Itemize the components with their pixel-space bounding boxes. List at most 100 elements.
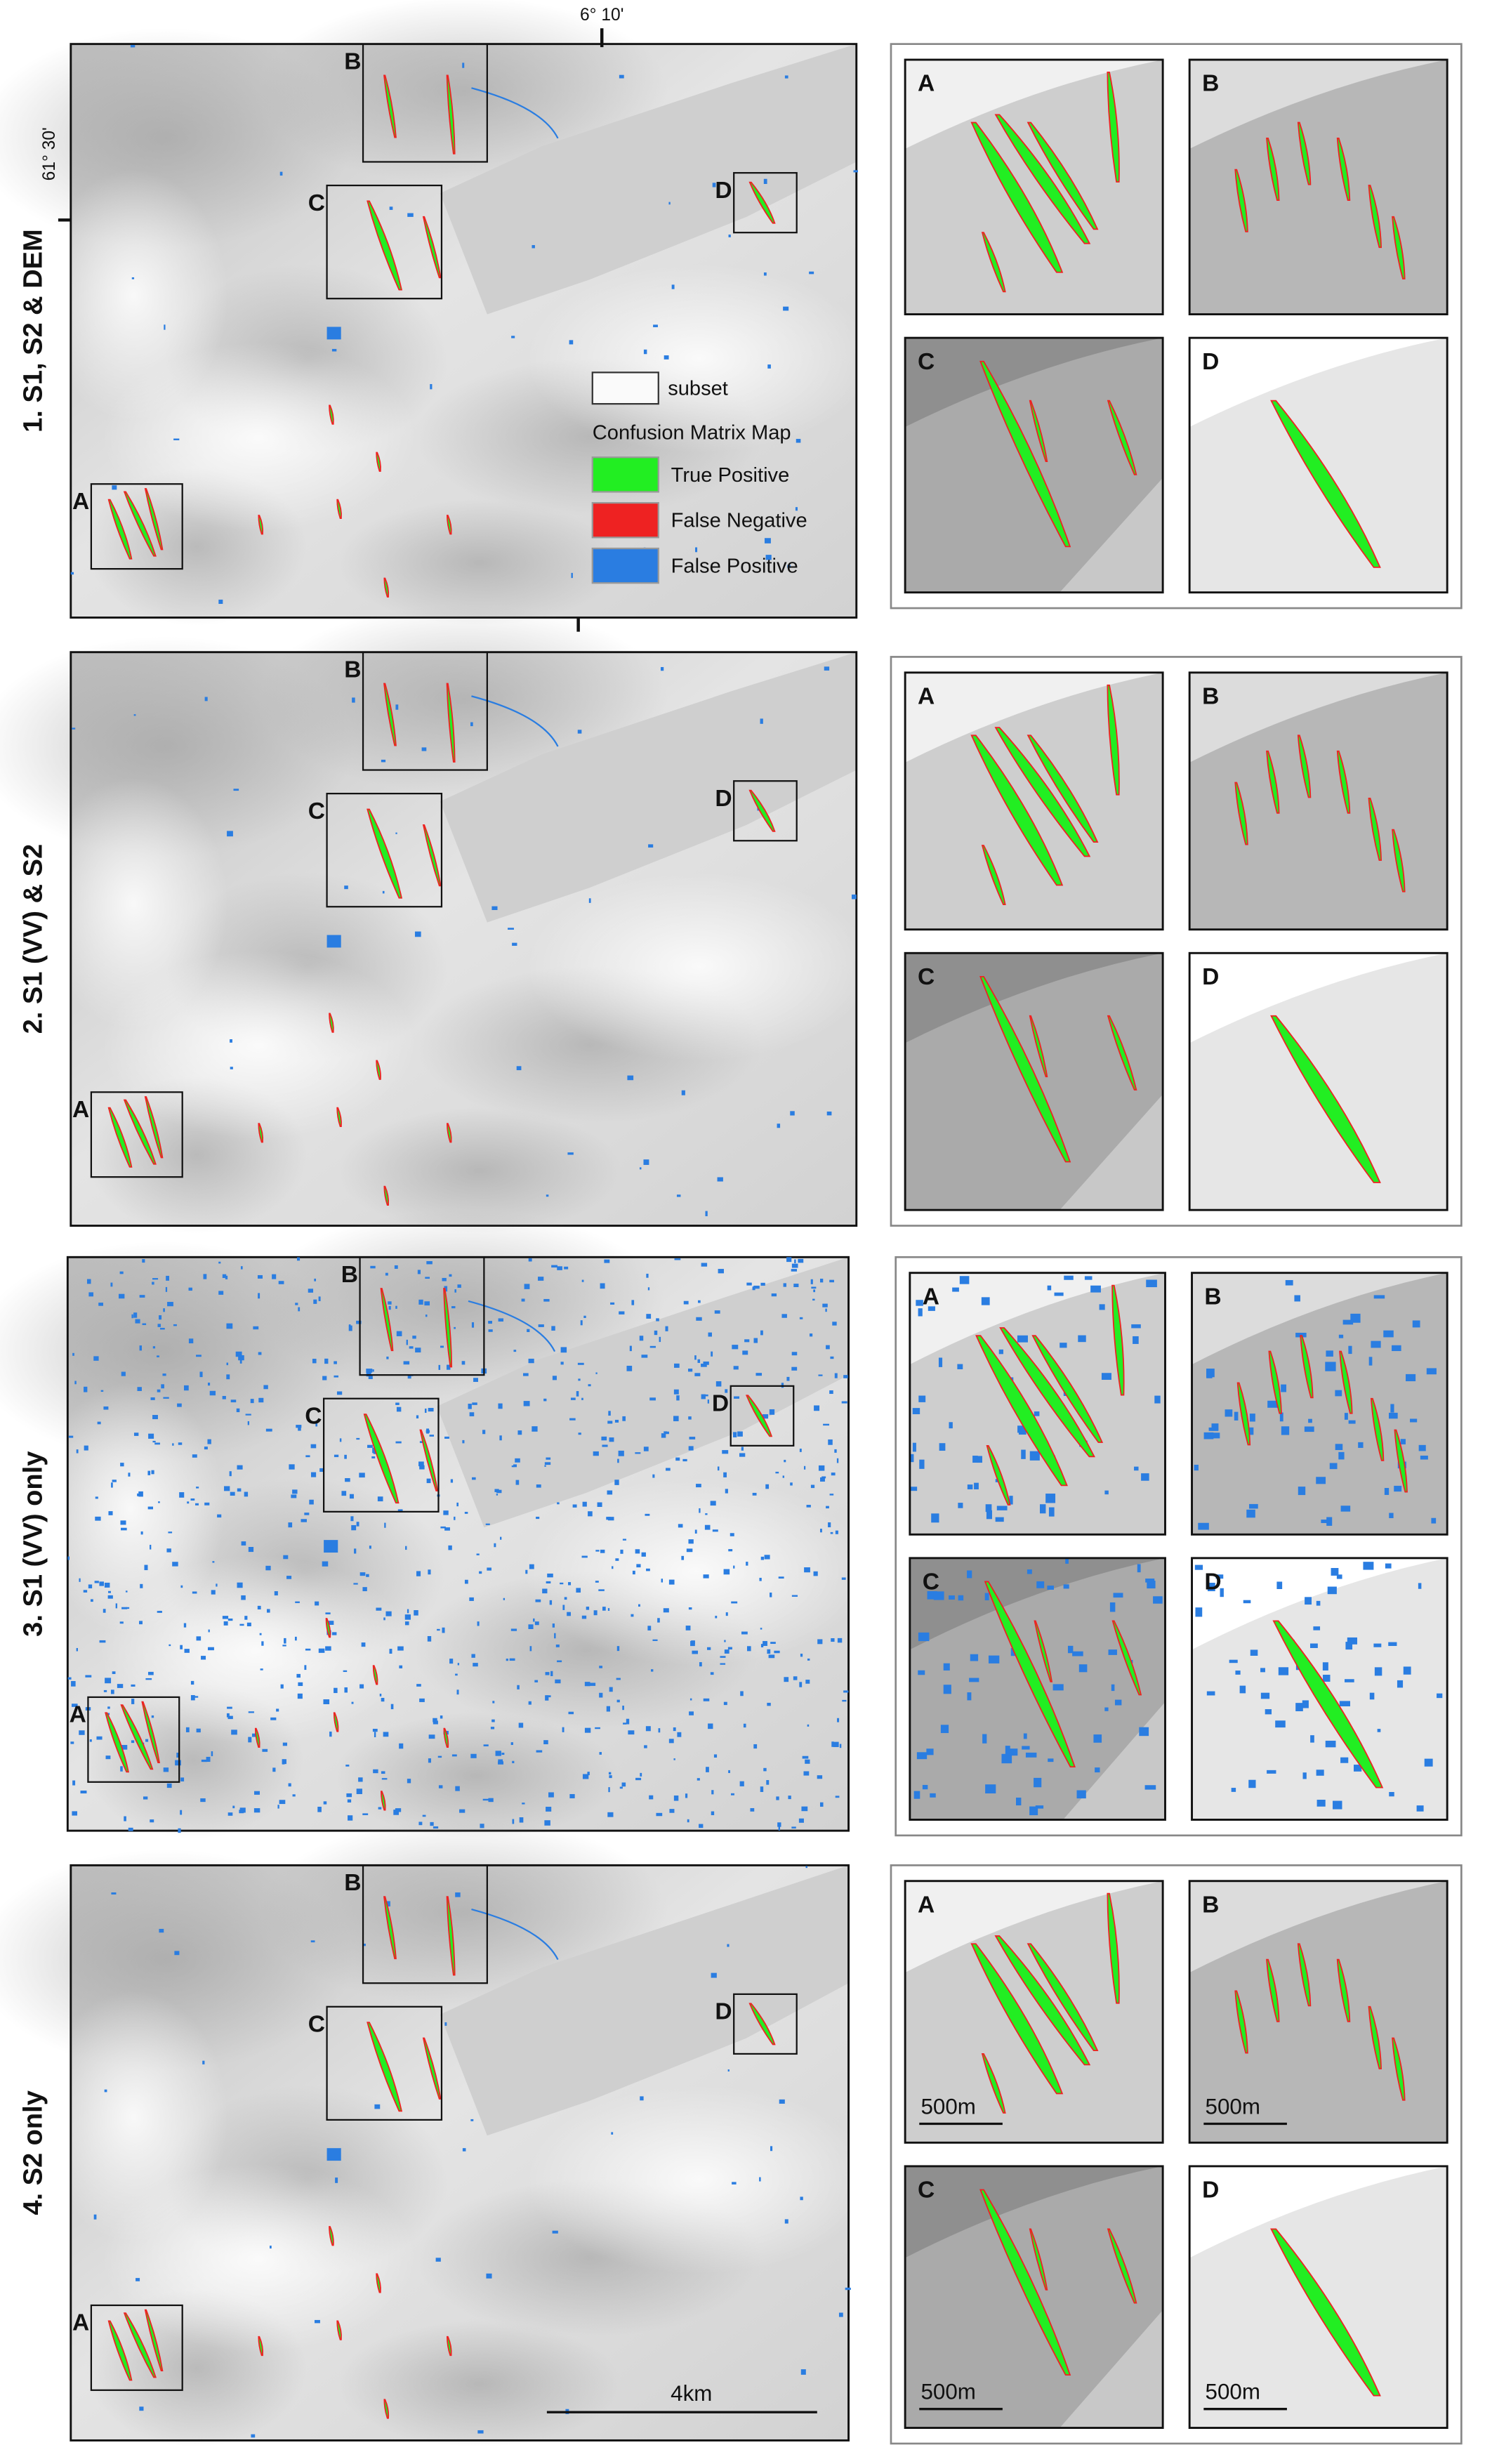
false-positive xyxy=(76,1449,79,1454)
false-positive xyxy=(462,2148,466,2152)
false-positive xyxy=(609,1775,612,1779)
false-positive xyxy=(248,1737,252,1743)
false-positive xyxy=(793,1284,799,1287)
false-positive xyxy=(500,1536,502,1540)
false-positive xyxy=(356,1788,362,1794)
false-positive xyxy=(444,1527,450,1531)
inset-lake xyxy=(1060,1094,1163,1211)
false-positive xyxy=(1113,1593,1123,1598)
false-positive xyxy=(842,1699,847,1702)
false-positive xyxy=(835,1796,840,1798)
false-positive xyxy=(180,1777,185,1781)
false-positive xyxy=(222,1395,226,1399)
landslide xyxy=(984,1581,1076,1767)
false-positive xyxy=(331,348,337,352)
false-positive xyxy=(799,1682,803,1687)
landslide xyxy=(1027,1943,1099,2051)
false-positive xyxy=(318,1648,325,1653)
false-positive xyxy=(668,1739,674,1744)
false-positive xyxy=(323,1699,330,1704)
legend-title: Confusion Matrix Map xyxy=(593,421,791,444)
false-positive xyxy=(1348,1420,1356,1424)
false-positive xyxy=(665,1326,668,1331)
false-positive xyxy=(600,1283,605,1289)
false-positive xyxy=(943,1663,950,1671)
false-positive xyxy=(147,1506,154,1510)
false-positive xyxy=(388,1305,391,1310)
false-positive xyxy=(687,1819,689,1823)
false-positive xyxy=(781,1314,787,1318)
landslide xyxy=(1107,400,1137,475)
false-positive xyxy=(688,1539,694,1544)
false-positive xyxy=(288,1783,291,1787)
false-positive xyxy=(759,2177,761,2182)
landslide xyxy=(1107,1892,1120,2004)
false-positive xyxy=(150,1397,155,1400)
false-positive xyxy=(518,1722,524,1728)
false-positive xyxy=(1203,1432,1214,1439)
false-positive xyxy=(765,555,772,560)
inset-border xyxy=(1191,1557,1448,1821)
false-positive xyxy=(739,1781,744,1786)
false-positive xyxy=(1389,1513,1394,1519)
false-positive xyxy=(414,1610,418,1616)
false-positive xyxy=(535,1599,541,1602)
legend: subset Confusion Matrix Map True Positive F… xyxy=(591,371,807,584)
false-positive xyxy=(1403,1666,1411,1675)
false-positive xyxy=(470,2119,474,2121)
false-positive xyxy=(133,714,136,716)
landslide xyxy=(333,1712,339,1732)
false-positive xyxy=(282,1759,285,1765)
subset-label: A xyxy=(72,489,89,515)
false-positive xyxy=(1239,1685,1246,1694)
false-positive xyxy=(245,1414,251,1416)
false-positive xyxy=(96,1736,103,1740)
legend-subset-swatch xyxy=(591,371,659,405)
false-positive xyxy=(216,1583,218,1587)
false-positive xyxy=(85,1675,92,1678)
inset-map: B xyxy=(1188,58,1448,316)
false-positive xyxy=(674,1363,680,1368)
false-positive xyxy=(763,1767,767,1772)
false-positive xyxy=(315,2319,320,2324)
false-positive xyxy=(426,1260,433,1265)
false-positive xyxy=(791,1263,798,1268)
false-positive xyxy=(720,1656,726,1658)
false-positive xyxy=(447,1364,451,1370)
landslide xyxy=(105,1712,129,1773)
false-positive xyxy=(496,1494,499,1496)
false-positive xyxy=(203,1274,207,1279)
landslide xyxy=(1297,1943,1312,2007)
inset-label: C xyxy=(918,964,935,990)
landslide xyxy=(1234,1990,1248,2054)
landslide xyxy=(329,1013,334,1033)
false-positive xyxy=(813,1289,816,1293)
false-positive xyxy=(725,1389,728,1393)
false-positive xyxy=(802,1755,809,1759)
false-positive xyxy=(218,1261,221,1264)
false-positive xyxy=(251,2434,256,2438)
false-positive xyxy=(1278,1667,1289,1675)
false-positive xyxy=(910,1487,918,1491)
subset-box xyxy=(326,184,443,300)
false-positive xyxy=(638,1604,640,1607)
landslide xyxy=(1029,2228,1048,2291)
false-positive xyxy=(152,1346,156,1349)
false-positive xyxy=(767,364,771,369)
false-positive xyxy=(373,1769,378,1774)
false-positive xyxy=(395,1402,400,1405)
false-positive xyxy=(572,1504,577,1508)
landslide xyxy=(258,2335,264,2357)
false-positive xyxy=(298,1682,303,1687)
false-positive xyxy=(790,1482,793,1486)
false-positive xyxy=(967,1692,972,1701)
false-positive xyxy=(143,1796,148,1800)
false-positive xyxy=(793,1676,798,1680)
false-positive xyxy=(608,1772,612,1775)
inset-border xyxy=(1188,1880,1448,2144)
false-positive xyxy=(564,1266,569,1270)
false-positive xyxy=(552,1376,557,1381)
false-positive xyxy=(246,1622,251,1626)
false-positive xyxy=(383,1617,385,1621)
landslide xyxy=(329,404,334,425)
